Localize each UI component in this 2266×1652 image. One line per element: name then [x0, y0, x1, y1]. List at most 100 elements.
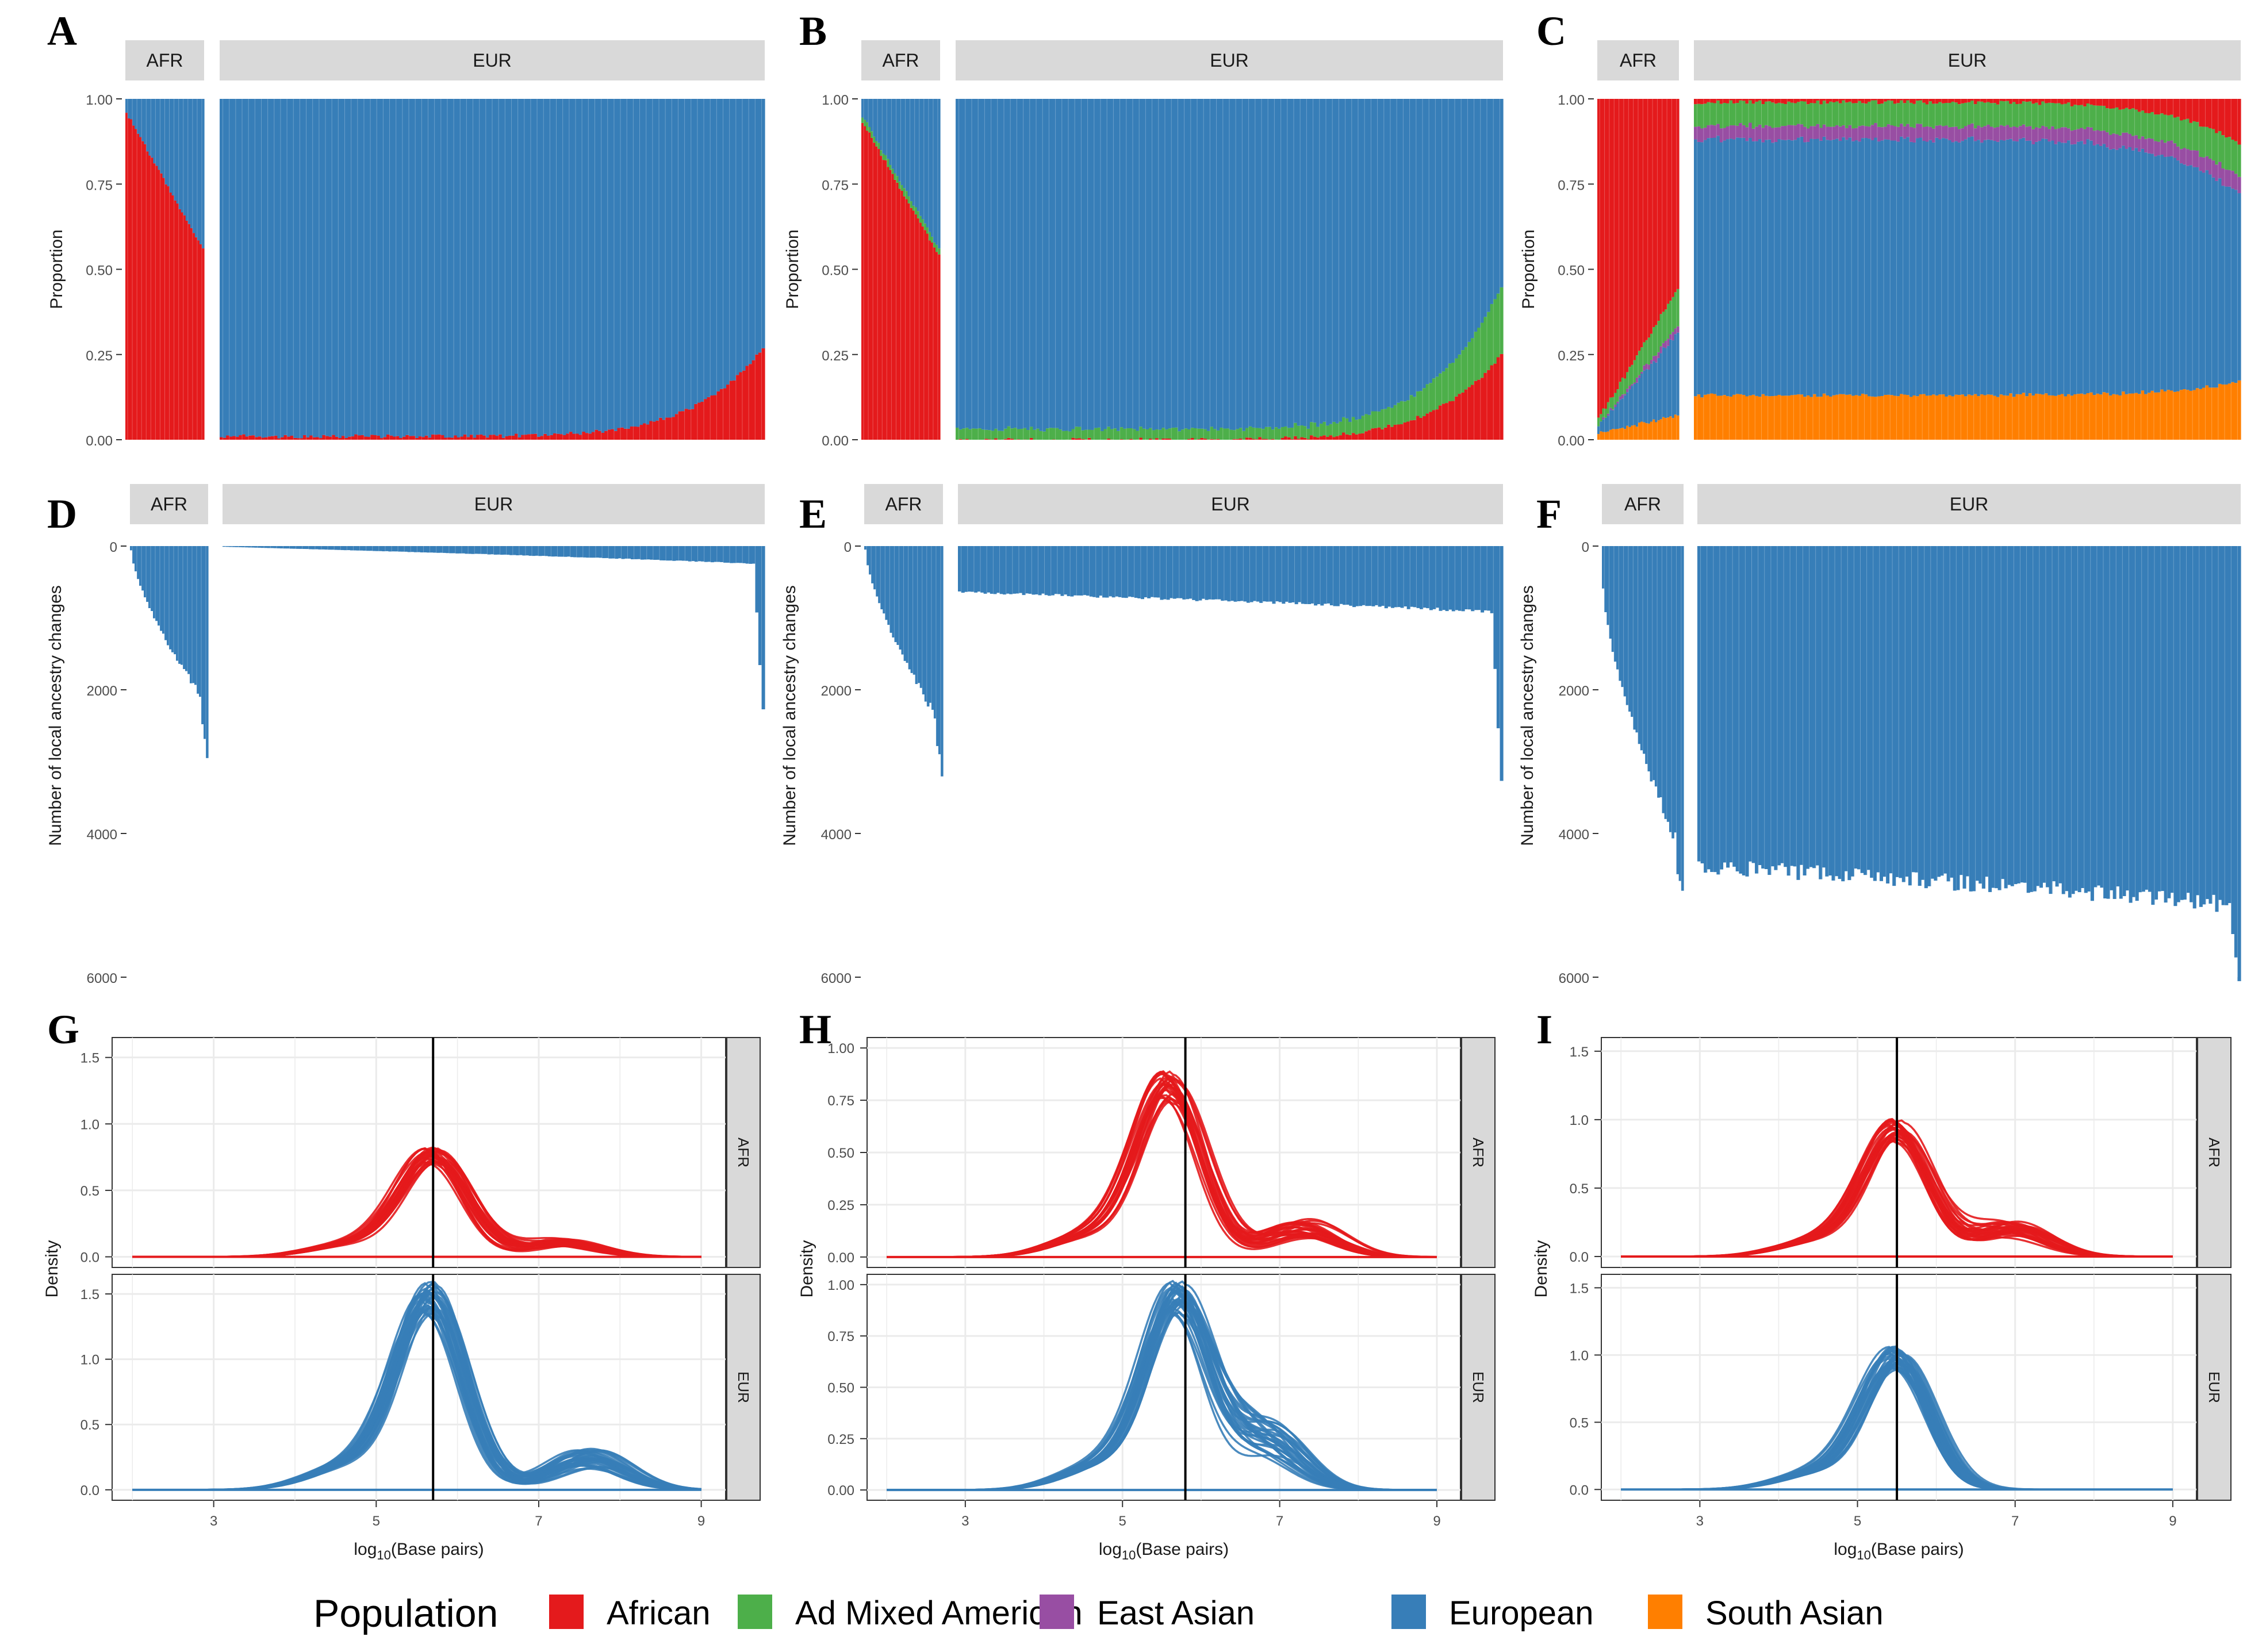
bar-segment: [428, 99, 432, 438]
bar: [2116, 546, 2120, 887]
bar-segment: [482, 435, 486, 440]
bar: [1780, 546, 1784, 863]
bar-segment: [864, 120, 866, 126]
bar-segment: [1977, 99, 1981, 102]
bar: [385, 546, 389, 551]
bar-segment: [396, 436, 400, 440]
bar-segment: [223, 437, 227, 440]
bar-segment: [1742, 137, 1746, 395]
bar-segment: [1322, 99, 1326, 422]
bar: [277, 546, 281, 548]
bar: [917, 546, 921, 683]
bar-segment: [891, 99, 895, 169]
bar-segment: [1951, 396, 1955, 440]
bar-segment: [2137, 394, 2142, 440]
bar-segment: [2076, 394, 2080, 440]
bar-segment: [729, 381, 733, 440]
bar-segment: [646, 99, 650, 425]
bar-segment: [2167, 390, 2171, 440]
bar-segment: [988, 430, 992, 440]
bar-segment: [1400, 401, 1404, 425]
bar: [1613, 546, 1617, 662]
bar-segment: [1812, 394, 1817, 440]
bar-segment: [185, 220, 189, 440]
bar-segment: [1203, 429, 1207, 439]
bar-segment: [153, 99, 156, 164]
bar-segment: [251, 99, 255, 436]
facet-label: EUR: [2206, 1371, 2223, 1403]
bar-segment: [1822, 124, 1826, 137]
bar-segment: [158, 170, 161, 440]
bar: [296, 546, 300, 549]
bar-segment: [710, 99, 714, 395]
bar-segment: [1149, 99, 1153, 428]
bar-segment: [405, 99, 409, 435]
bar: [710, 546, 714, 563]
bar: [1182, 546, 1186, 600]
y-tick-label: 0.75: [1558, 178, 1585, 193]
bar-segment: [1647, 364, 1651, 370]
bar-segment: [1887, 139, 1891, 395]
bar: [516, 546, 520, 556]
bar-segment: [681, 99, 685, 412]
bar: [350, 546, 354, 551]
bar-segment: [2173, 157, 2177, 392]
facet-strip: [1697, 484, 2241, 524]
bar: [1882, 546, 1887, 877]
bar-segment: [688, 99, 692, 410]
bar-segment: [1158, 99, 1162, 430]
bar-segment: [1441, 371, 1446, 404]
bar-segment: [319, 99, 323, 439]
bar-segment: [1432, 99, 1436, 379]
bar: [1480, 546, 1485, 613]
bar-segment: [984, 429, 988, 439]
bar-segment: [1075, 438, 1079, 440]
bar-segment: [2041, 99, 2045, 102]
bar-segment: [1719, 128, 1723, 143]
bar: [497, 546, 501, 555]
bar-segment: [742, 370, 746, 440]
bars-afr: [1597, 99, 1680, 440]
bar-segment: [1645, 369, 1648, 424]
y-tick-label: 0.75: [827, 1093, 854, 1109]
bar: [678, 546, 683, 561]
bar-segment: [1500, 287, 1504, 354]
bar: [2231, 546, 2235, 935]
bar: [2090, 546, 2094, 901]
bar-segment: [1342, 432, 1346, 440]
bar-segment: [2157, 99, 2161, 115]
bar: [912, 546, 916, 675]
bar-segment: [1242, 431, 1246, 440]
x-axis-title-rest: (Base pairs): [1871, 1540, 1964, 1559]
bar: [139, 546, 142, 586]
bar-segment: [1626, 99, 1629, 372]
bar-segment: [1631, 99, 1634, 365]
bar-segment: [258, 99, 262, 437]
bar-segment: [1432, 410, 1436, 440]
bar: [1451, 546, 1455, 612]
bar: [1911, 546, 1915, 873]
bar: [1707, 546, 1711, 870]
bar: [1227, 546, 1231, 602]
bar-segment: [1441, 404, 1446, 440]
bar-segment: [248, 435, 252, 440]
bar: [1404, 546, 1408, 607]
x-axis-title: log10(Base pairs): [1834, 1540, 1964, 1562]
bar-segment: [2234, 190, 2238, 383]
bar-segment: [1129, 99, 1133, 428]
bar-segment: [1726, 126, 1730, 140]
bar-segment: [293, 99, 297, 438]
bar-segment: [639, 425, 643, 440]
bar-segment: [1232, 439, 1236, 440]
bar: [1895, 546, 1899, 877]
bar-segment: [1313, 422, 1317, 437]
bar-segment: [994, 428, 998, 439]
bar: [238, 546, 242, 547]
bar-segment: [421, 99, 425, 437]
bar-segment: [319, 438, 323, 440]
bar-segment: [2050, 126, 2055, 141]
bar: [1291, 546, 1295, 602]
bar-segment: [460, 436, 464, 440]
bar-segment: [2209, 174, 2213, 388]
bar: [1956, 546, 1960, 890]
